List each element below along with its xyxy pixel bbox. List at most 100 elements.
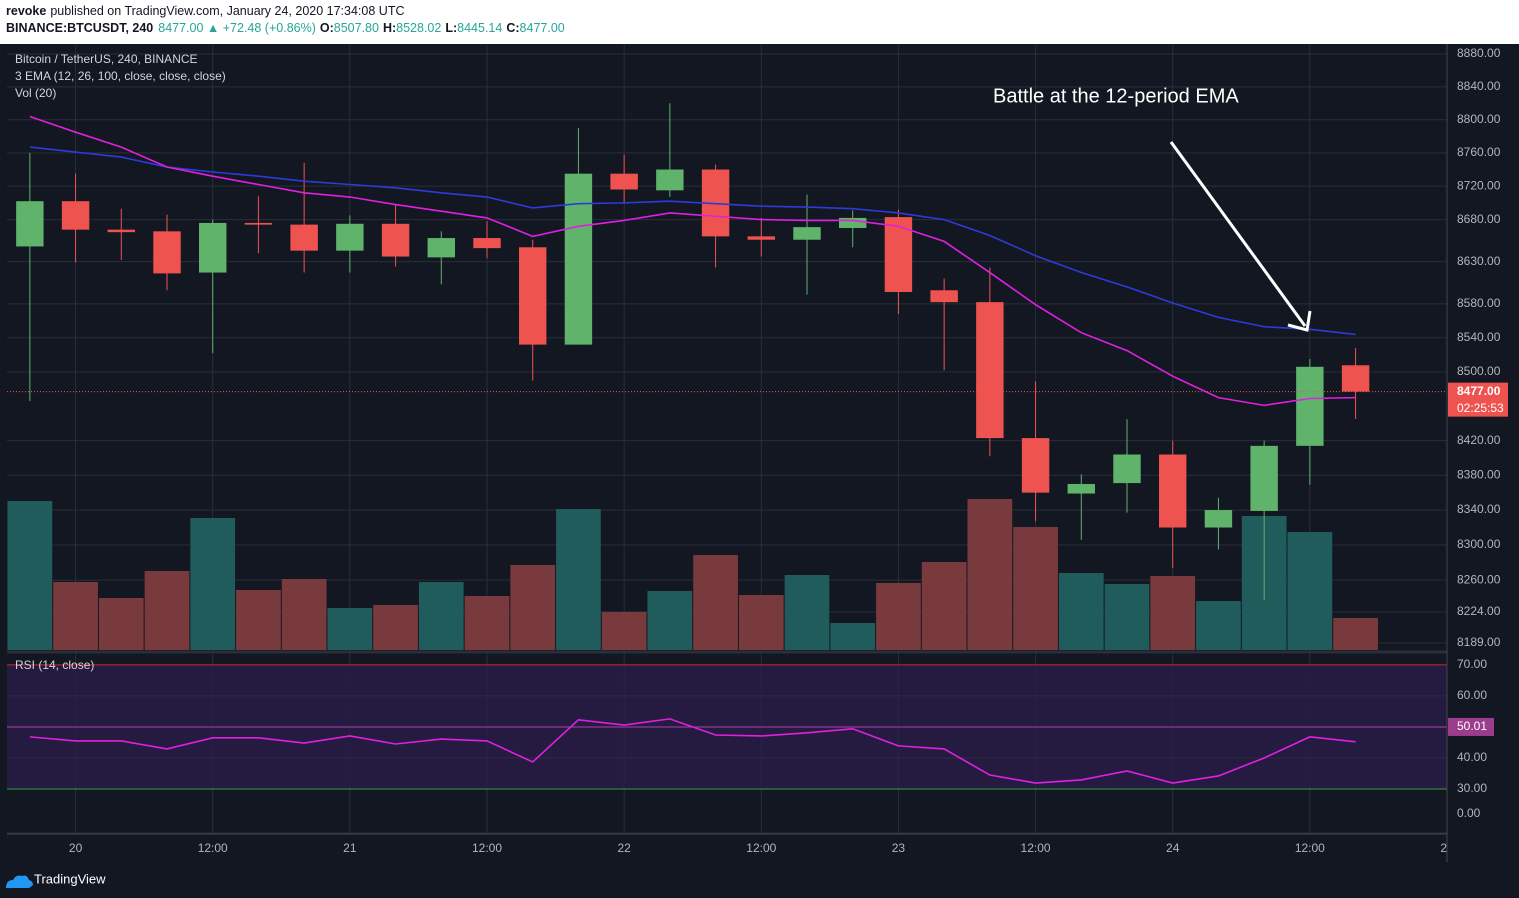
y-tick-label: 8840.00 <box>1457 79 1501 93</box>
volume-bar <box>1287 532 1333 650</box>
volume-bar <box>418 582 464 650</box>
ohlc-label: O: <box>320 21 334 35</box>
volume-bar <box>1013 527 1058 650</box>
x-tick-label: 12:00 <box>198 841 228 855</box>
candle-body <box>1204 510 1233 528</box>
ohlc-value: 8528.02 <box>396 21 441 35</box>
y-tick-label: 8800.00 <box>1457 112 1501 126</box>
y-tick-label: 8380.00 <box>1457 467 1501 481</box>
candle-body <box>427 238 455 258</box>
published: published on TradingView.com, January 24… <box>50 4 404 18</box>
ema-line <box>29 115 1356 407</box>
rsi-pane <box>7 664 1447 790</box>
rsi-tick-label: 70.00 <box>1457 657 1487 671</box>
ohlc-label: H: <box>383 21 396 35</box>
candle-body <box>564 173 593 345</box>
brand: TradingView <box>34 871 106 886</box>
volume-bar <box>1150 576 1196 650</box>
indicator-label: 3 EMA (12, 26, 100, close, close, close) <box>15 69 226 83</box>
volume-bar <box>921 562 967 650</box>
header-line: revoke published on TradingView.com, Janu… <box>6 4 404 18</box>
y-tick-label: 8880.00 <box>1457 46 1501 60</box>
indicator-lines <box>7 115 1447 407</box>
volume-bar <box>190 518 236 650</box>
y-tick-label: 8224.00 <box>1457 604 1501 618</box>
candle-body <box>610 173 638 190</box>
candle-body <box>1159 454 1187 528</box>
logo-icon <box>6 875 33 888</box>
ohlc-label: L: <box>445 21 457 35</box>
volume-bar <box>53 582 98 650</box>
logo: TradingView <box>6 871 106 888</box>
candle-body <box>1250 445 1278 511</box>
x-tick-label: 23 <box>892 841 906 855</box>
candle-body <box>16 201 44 247</box>
candle-body <box>381 223 410 257</box>
annotation-arrow <box>1169 141 1307 327</box>
rsi-tick-label: 30.00 <box>1457 781 1487 795</box>
candle-body <box>107 229 135 233</box>
volume-bar <box>830 623 876 650</box>
x-tick-label: 12:00 <box>472 841 502 855</box>
ohlc-value: 8507.80 <box>334 21 379 35</box>
volume-bar <box>1333 618 1378 650</box>
candle-body <box>1296 366 1324 446</box>
x-tick-label: 12:00 <box>1021 841 1051 855</box>
candle-body <box>1021 438 1050 493</box>
y-tick-label: 8340.00 <box>1457 502 1501 516</box>
candle-body <box>473 238 501 249</box>
candle-body <box>656 169 684 191</box>
y-tick-label: 8760.00 <box>1457 145 1501 159</box>
symbol: BINANCE:BTCUSDT, 240 <box>6 21 153 35</box>
candle-body <box>930 290 958 303</box>
y-tick-label: 8300.00 <box>1457 537 1501 551</box>
y-tick-label: 8500.00 <box>1457 364 1501 378</box>
volume-bar <box>693 555 738 650</box>
candle-body <box>976 302 1004 439</box>
rsi-tick-label: 50.01 <box>1457 719 1487 733</box>
rsi-label: RSI (14, close) <box>15 658 94 672</box>
price-axis: 8880.00 8840.00 8800.00 8760.00 8720.00 8680.… <box>1448 46 1508 795</box>
chart-title: Bitcoin / TetherUS, 240, BINANCE <box>15 52 198 66</box>
candle-body <box>747 236 775 240</box>
rsi-axis-floor: 0.00 <box>1457 806 1481 820</box>
volume-bar <box>1196 601 1241 650</box>
volume-bar <box>281 579 327 650</box>
volume-bar <box>876 583 921 650</box>
y-tick-label: 8580.00 <box>1457 296 1501 310</box>
volume-bar <box>556 509 601 650</box>
candle-body <box>519 247 547 345</box>
rsi-tick-label: 60.00 <box>1457 688 1487 702</box>
y-tick-label: 8420.00 <box>1457 433 1501 447</box>
candle-body <box>1067 483 1095 494</box>
x-tick-label: 22 <box>617 841 631 855</box>
volume-bar <box>1058 573 1104 650</box>
volume-bar <box>7 501 53 650</box>
x-tick-label: 12:00 <box>1295 841 1325 855</box>
y-tick-label: 8540.00 <box>1457 330 1501 344</box>
volume-label: Vol (20) <box>15 86 56 100</box>
ohlc-value: 8445.14 <box>457 21 502 35</box>
volume-bar <box>144 571 190 650</box>
candle-body <box>244 222 273 225</box>
volume-bar <box>647 591 693 650</box>
candle-body <box>199 222 227 273</box>
candle-body <box>336 223 364 251</box>
y-tick-label: 8630.00 <box>1457 254 1501 268</box>
volume-bar <box>373 605 418 650</box>
x-tick-label: 21 <box>343 841 357 855</box>
volume-bar <box>601 612 647 650</box>
ohlc-value: 8477.00 <box>520 21 565 35</box>
price-label-box <box>1448 382 1508 417</box>
annotation: Battle at the 12-period EMA <box>993 85 1239 107</box>
y-tick-label: 8260.00 <box>1457 572 1501 586</box>
volume-bar <box>1104 584 1150 650</box>
ema-line <box>29 146 1356 336</box>
candle-body <box>1341 365 1370 392</box>
candle-body <box>1113 454 1141 484</box>
volume-bar <box>784 575 830 650</box>
volume-bar <box>510 565 556 650</box>
candle-body <box>290 224 318 251</box>
y-tick-label: 8680.00 <box>1457 212 1501 226</box>
